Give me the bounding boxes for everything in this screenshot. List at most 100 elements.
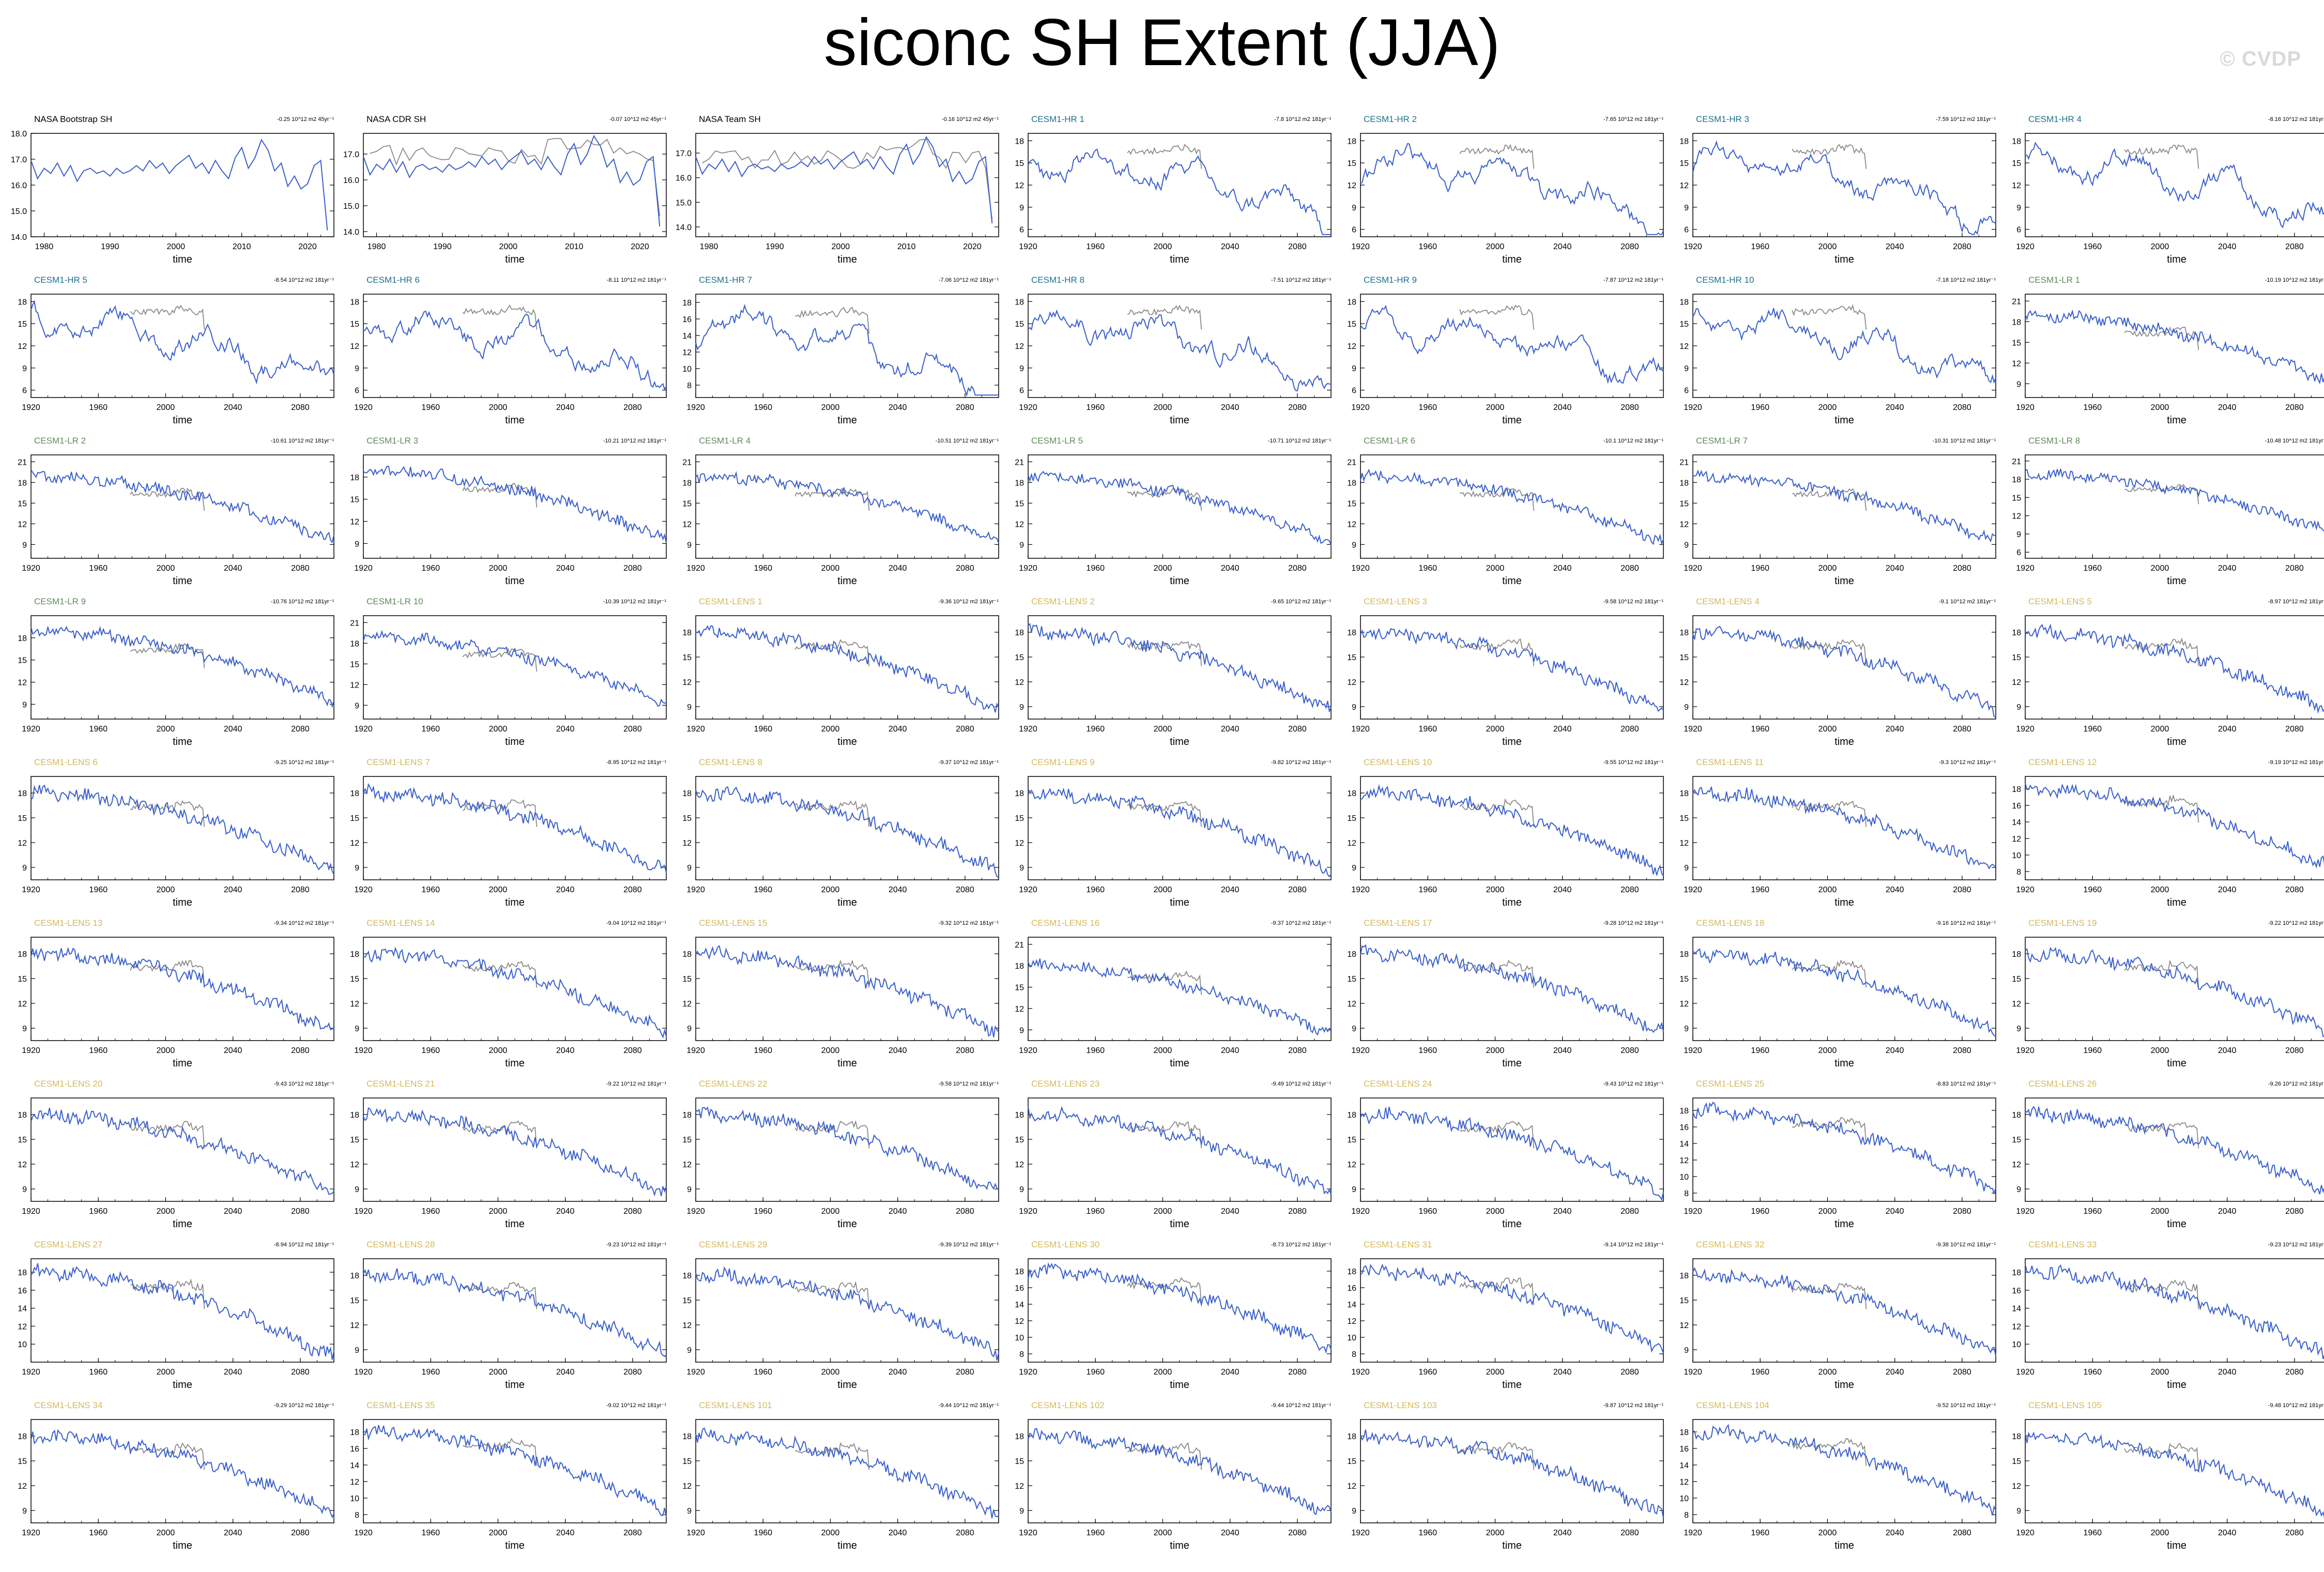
- panel-trend: -9.22 10^12 m2 181yr⁻¹: [2268, 920, 2324, 926]
- y-tick-label: 18: [1015, 1111, 1024, 1120]
- y-tick-label: 15: [682, 1457, 692, 1466]
- series-line: [695, 1106, 999, 1191]
- plot-frame: [1360, 776, 1664, 880]
- series-line: [1028, 470, 1332, 545]
- series-line: [363, 310, 667, 391]
- y-tick-label: 9: [1684, 541, 1689, 550]
- x-tick-label: 2040: [889, 886, 907, 894]
- y-tick-label: 18: [1347, 479, 1356, 487]
- x-axis-label: time: [1834, 1058, 1854, 1069]
- y-tick-label: 15: [1679, 653, 1689, 662]
- x-tick-label: 1920: [1351, 1046, 1370, 1055]
- y-tick-label: 9: [2016, 1507, 2021, 1516]
- x-tick-label: 2040: [1553, 403, 1572, 412]
- y-tick-label: 18: [2012, 1111, 2021, 1120]
- x-tick-label: 2040: [1221, 886, 1240, 894]
- panel-title: CESM1-LR 7: [1696, 436, 1748, 446]
- x-tick-label: 2080: [956, 886, 974, 894]
- obs-series-line: [794, 1120, 870, 1149]
- x-tick-label: 2000: [157, 564, 175, 573]
- y-tick-label: 18: [2012, 950, 2021, 959]
- y-tick-label: 12: [1347, 1482, 1356, 1491]
- panel-title: CESM1-LENS 22: [699, 1079, 767, 1089]
- panel-trend: -10.76 10^12 m2 181yr⁻¹: [271, 599, 334, 605]
- x-tick-label: 1980: [700, 242, 718, 251]
- y-tick-label: 9: [687, 864, 692, 873]
- y-tick-label: 18: [1347, 629, 1356, 637]
- plot-frame: [695, 454, 999, 559]
- x-tick-label: 1960: [754, 1207, 772, 1216]
- y-tick-label: 17.0: [676, 149, 692, 158]
- x-tick-label: 1920: [1684, 242, 1702, 251]
- x-tick-label: 1920: [22, 1046, 40, 1055]
- panel-title: CESM1-LR 5: [1031, 436, 1083, 446]
- x-tick-label: 2040: [224, 1207, 242, 1216]
- x-axis-label: time: [173, 1379, 192, 1391]
- x-tick-label: 2040: [224, 725, 242, 734]
- obs-series-line: [2124, 794, 2199, 823]
- y-tick-label: 16: [1347, 1284, 1356, 1293]
- x-tick-label: 2000: [821, 886, 840, 894]
- y-tick-label: 9: [1019, 1185, 1024, 1194]
- y-tick-label: 6: [2016, 548, 2021, 557]
- series-line: [363, 783, 667, 874]
- x-tick-label: 1920: [22, 1207, 40, 1216]
- x-tick-label: 1960: [1086, 1207, 1105, 1216]
- y-tick-label: 8: [1684, 1189, 1689, 1198]
- x-tick-label: 2080: [291, 1207, 310, 1216]
- x-tick-label: 1960: [1086, 403, 1105, 412]
- y-tick-label: 12: [18, 1322, 27, 1331]
- obs-series-line: [1792, 1117, 1867, 1144]
- panel-title: CESM1-LENS 10: [1364, 757, 1432, 767]
- x-axis-label: time: [2167, 1058, 2187, 1069]
- x-tick-label: 1960: [1418, 403, 1437, 412]
- plot-frame: [2025, 1258, 2324, 1363]
- x-tick-label: 1920: [686, 564, 705, 573]
- x-tick-label: 2040: [1553, 1046, 1572, 1055]
- y-tick-label: 15: [1015, 320, 1024, 329]
- x-tick-label: 1960: [754, 886, 772, 894]
- series-line: [1360, 304, 1664, 384]
- y-tick-label: 16: [18, 1287, 27, 1295]
- panel-title: CESM1-HR 1: [1031, 114, 1084, 124]
- obs-series-line: [1459, 1277, 1535, 1305]
- y-tick-label: 18: [2012, 318, 2021, 327]
- x-tick-label: 1960: [421, 403, 440, 412]
- obs-series-line: [794, 1280, 870, 1309]
- panel-title: CESM1-LENS 12: [2028, 757, 2097, 767]
- x-tick-label: 2080: [956, 403, 974, 412]
- y-tick-label: 14.0: [343, 228, 359, 237]
- y-tick-label: 12: [1015, 1317, 1024, 1326]
- panel: CESM1-LENS 8 -9.37 10^12 m2 181yr⁻¹ 1920 19…: [682, 757, 999, 908]
- y-tick-label: 12: [1679, 839, 1689, 848]
- x-tick-label: 2080: [623, 1207, 642, 1216]
- y-tick-label: 18: [18, 479, 27, 487]
- panel-trend: -9.39 10^12 m2 181yr⁻¹: [939, 1242, 999, 1248]
- x-tick-label: 2000: [1818, 242, 1837, 251]
- y-tick-label: 15: [1679, 159, 1689, 168]
- y-tick-label: 9: [1352, 364, 1356, 373]
- watermark: © CVDP: [2220, 48, 2301, 70]
- plot-frame: [1692, 294, 1996, 398]
- y-tick-label: 18: [682, 1272, 692, 1280]
- y-tick-label: 18: [18, 950, 27, 959]
- x-tick-label: 1960: [89, 725, 108, 734]
- y-tick-label: 15: [1347, 159, 1356, 168]
- x-axis-label: time: [505, 736, 525, 747]
- y-tick-label: 9: [1352, 703, 1356, 712]
- y-tick-label: 18: [682, 1432, 692, 1441]
- panel-trend: -7.8 10^12 m2 181yr⁻¹: [1274, 116, 1331, 123]
- panel: CESM1-LENS 22 -9.58 10^12 m2 181yr⁻¹ 1920 1…: [682, 1079, 999, 1230]
- obs-series-line: [2124, 484, 2199, 505]
- y-tick-label: 12: [1347, 181, 1356, 190]
- y-tick-label: 15: [1347, 814, 1356, 823]
- x-tick-label: 2000: [821, 1529, 840, 1537]
- x-tick-label: 2000: [2151, 1368, 2169, 1377]
- x-tick-label: 2080: [1953, 1368, 1971, 1377]
- y-tick-label: 21: [1015, 458, 1024, 467]
- x-tick-label: 1960: [1086, 1529, 1105, 1537]
- panel-title: CESM1-LENS 15: [699, 918, 767, 928]
- panel-trend: -8.94 10^12 m2 181yr⁻¹: [274, 1242, 334, 1248]
- panel-title: CESM1-LENS 25: [1696, 1079, 1764, 1089]
- y-tick-label: 9: [355, 1185, 359, 1194]
